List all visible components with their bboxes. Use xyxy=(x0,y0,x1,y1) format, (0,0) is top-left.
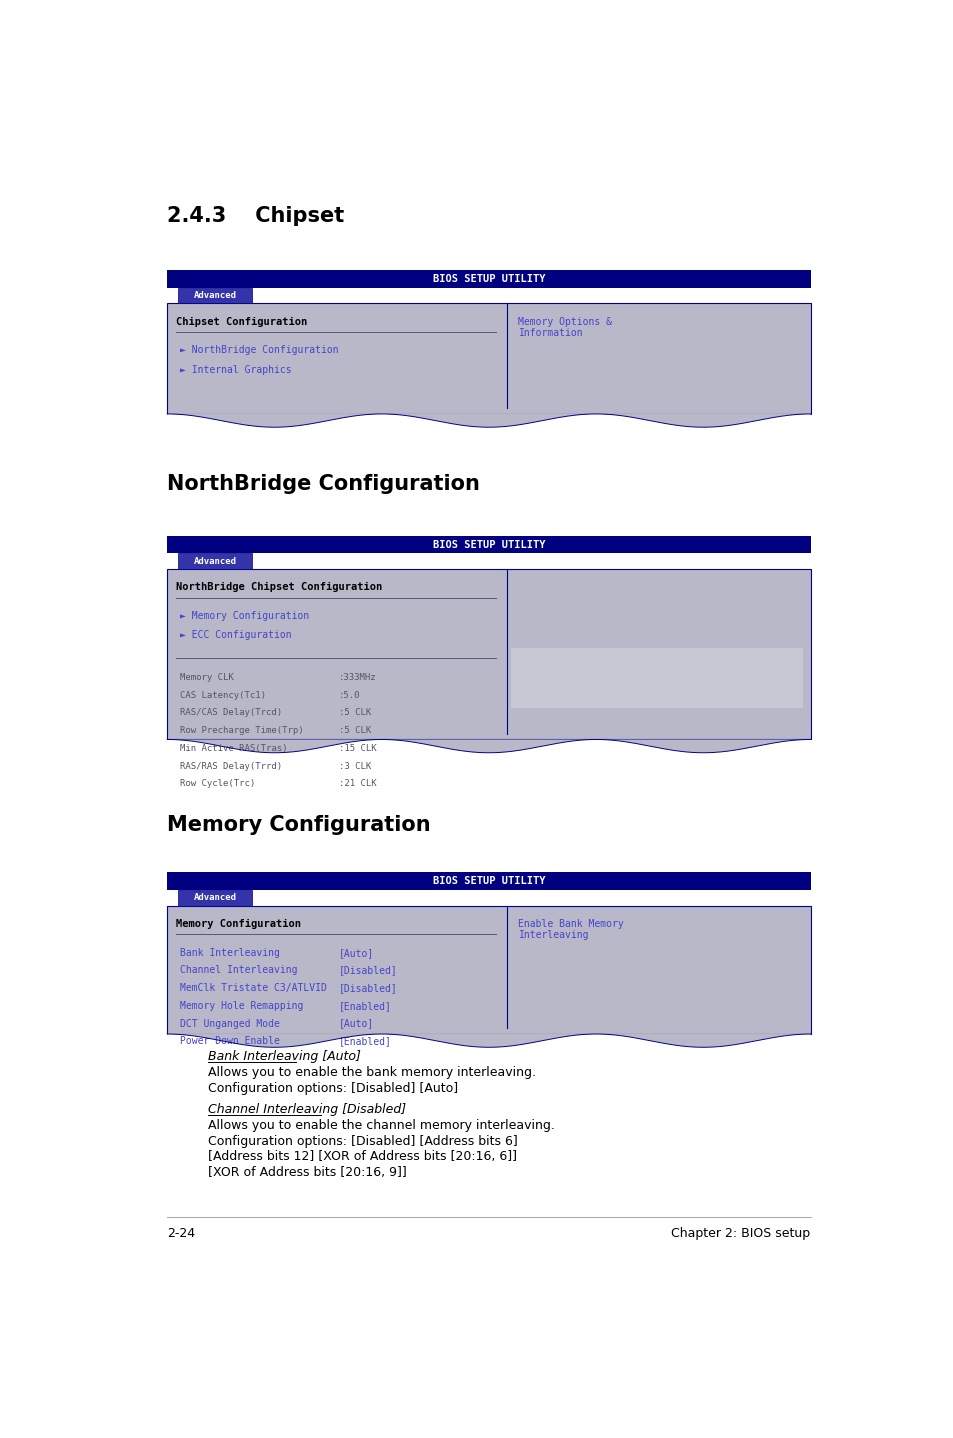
Text: :5 CLK: :5 CLK xyxy=(338,726,371,735)
Text: [Auto]: [Auto] xyxy=(338,1018,374,1028)
Bar xyxy=(178,554,252,569)
Text: Advanced: Advanced xyxy=(193,290,236,301)
Text: BIOS SETUP UTILITY: BIOS SETUP UTILITY xyxy=(433,273,544,283)
Text: RAS/RAS Delay(Trrd): RAS/RAS Delay(Trrd) xyxy=(180,762,282,771)
Text: :3 CLK: :3 CLK xyxy=(338,762,371,771)
Polygon shape xyxy=(167,1034,810,1047)
Text: Memory Configuration: Memory Configuration xyxy=(167,815,431,834)
Bar xyxy=(167,270,810,288)
Text: NorthBridge Configuration: NorthBridge Configuration xyxy=(167,473,479,493)
Text: Enable Bank Memory
Interleaving: Enable Bank Memory Interleaving xyxy=(518,919,623,940)
Text: Advanced: Advanced xyxy=(193,557,236,565)
Text: Memory Hole Remapping: Memory Hole Remapping xyxy=(180,1001,303,1011)
Bar xyxy=(167,303,810,414)
Text: Allows you to enable the bank memory interleaving.: Allows you to enable the bank memory int… xyxy=(208,1066,536,1078)
Text: RAS/CAS Delay(Trcd): RAS/CAS Delay(Trcd) xyxy=(180,709,282,718)
Text: Row Cycle(Trc): Row Cycle(Trc) xyxy=(180,779,254,788)
Text: :333MHz: :333MHz xyxy=(338,673,376,682)
Text: Memory Options &
Information: Memory Options & Information xyxy=(518,316,612,338)
Text: Configuration options: [Disabled] [Auto]: Configuration options: [Disabled] [Auto] xyxy=(208,1081,457,1094)
Text: Min Active RAS(Tras): Min Active RAS(Tras) xyxy=(180,743,287,754)
Bar xyxy=(167,569,810,739)
Text: CAS Latency(Tc1): CAS Latency(Tc1) xyxy=(180,690,266,700)
Polygon shape xyxy=(167,739,810,752)
Bar xyxy=(511,647,802,709)
Bar xyxy=(178,890,252,906)
Text: [Enabled]: [Enabled] xyxy=(338,1037,392,1047)
Text: :15 CLK: :15 CLK xyxy=(338,743,376,754)
Text: :5.0: :5.0 xyxy=(338,690,360,700)
Text: Chapter 2: BIOS setup: Chapter 2: BIOS setup xyxy=(671,1227,810,1240)
Text: BIOS SETUP UTILITY: BIOS SETUP UTILITY xyxy=(433,539,544,549)
Text: [Address bits 12] [XOR of Address bits [20:16, 6]]: [Address bits 12] [XOR of Address bits [… xyxy=(208,1150,517,1163)
Text: :21 CLK: :21 CLK xyxy=(338,779,376,788)
Polygon shape xyxy=(167,414,810,427)
Text: [Auto]: [Auto] xyxy=(338,948,374,958)
Text: [XOR of Address bits [20:16, 9]]: [XOR of Address bits [20:16, 9]] xyxy=(208,1166,406,1179)
Polygon shape xyxy=(167,1034,810,1053)
Text: Configuration options: [Disabled] [Address bits 6]: Configuration options: [Disabled] [Addre… xyxy=(208,1135,517,1148)
Bar xyxy=(178,288,252,303)
Text: Row Precharge Time(Trp): Row Precharge Time(Trp) xyxy=(180,726,303,735)
Text: 2.4.3    Chipset: 2.4.3 Chipset xyxy=(167,206,344,226)
Bar xyxy=(167,873,810,890)
Text: ► Memory Configuration: ► Memory Configuration xyxy=(180,611,309,621)
Bar xyxy=(167,536,810,554)
Text: [Enabled]: [Enabled] xyxy=(338,1001,392,1011)
Text: Bank Interleaving [Auto]: Bank Interleaving [Auto] xyxy=(208,1050,360,1063)
Text: ► ECC Configuration: ► ECC Configuration xyxy=(180,630,292,640)
Text: :5 CLK: :5 CLK xyxy=(338,709,371,718)
Bar xyxy=(167,906,810,1034)
Text: Channel Interleaving [Disabled]: Channel Interleaving [Disabled] xyxy=(208,1103,406,1116)
Text: Memory CLK: Memory CLK xyxy=(180,673,233,682)
Polygon shape xyxy=(167,414,810,433)
Text: Allows you to enable the channel memory interleaving.: Allows you to enable the channel memory … xyxy=(208,1119,555,1132)
Text: BIOS SETUP UTILITY: BIOS SETUP UTILITY xyxy=(433,876,544,886)
Text: MemClk Tristate C3/ATLVID: MemClk Tristate C3/ATLVID xyxy=(180,984,327,994)
Text: Memory Configuration: Memory Configuration xyxy=(176,919,301,929)
Text: [Disabled]: [Disabled] xyxy=(338,984,397,994)
Text: Advanced: Advanced xyxy=(193,893,236,902)
Text: ► NorthBridge Configuration: ► NorthBridge Configuration xyxy=(180,345,338,355)
Text: DCT Unganged Mode: DCT Unganged Mode xyxy=(180,1018,279,1028)
Text: Power Down Enable: Power Down Enable xyxy=(180,1037,279,1047)
Text: NorthBridge Chipset Configuration: NorthBridge Chipset Configuration xyxy=(176,582,382,592)
Text: ► Internal Graphics: ► Internal Graphics xyxy=(180,365,292,375)
Text: Chipset Configuration: Chipset Configuration xyxy=(176,316,307,326)
Text: 2-24: 2-24 xyxy=(167,1227,195,1240)
Text: Channel Interleaving: Channel Interleaving xyxy=(180,965,297,975)
Polygon shape xyxy=(167,739,810,758)
Text: [Disabled]: [Disabled] xyxy=(338,965,397,975)
Text: Bank Interleaving: Bank Interleaving xyxy=(180,948,279,958)
